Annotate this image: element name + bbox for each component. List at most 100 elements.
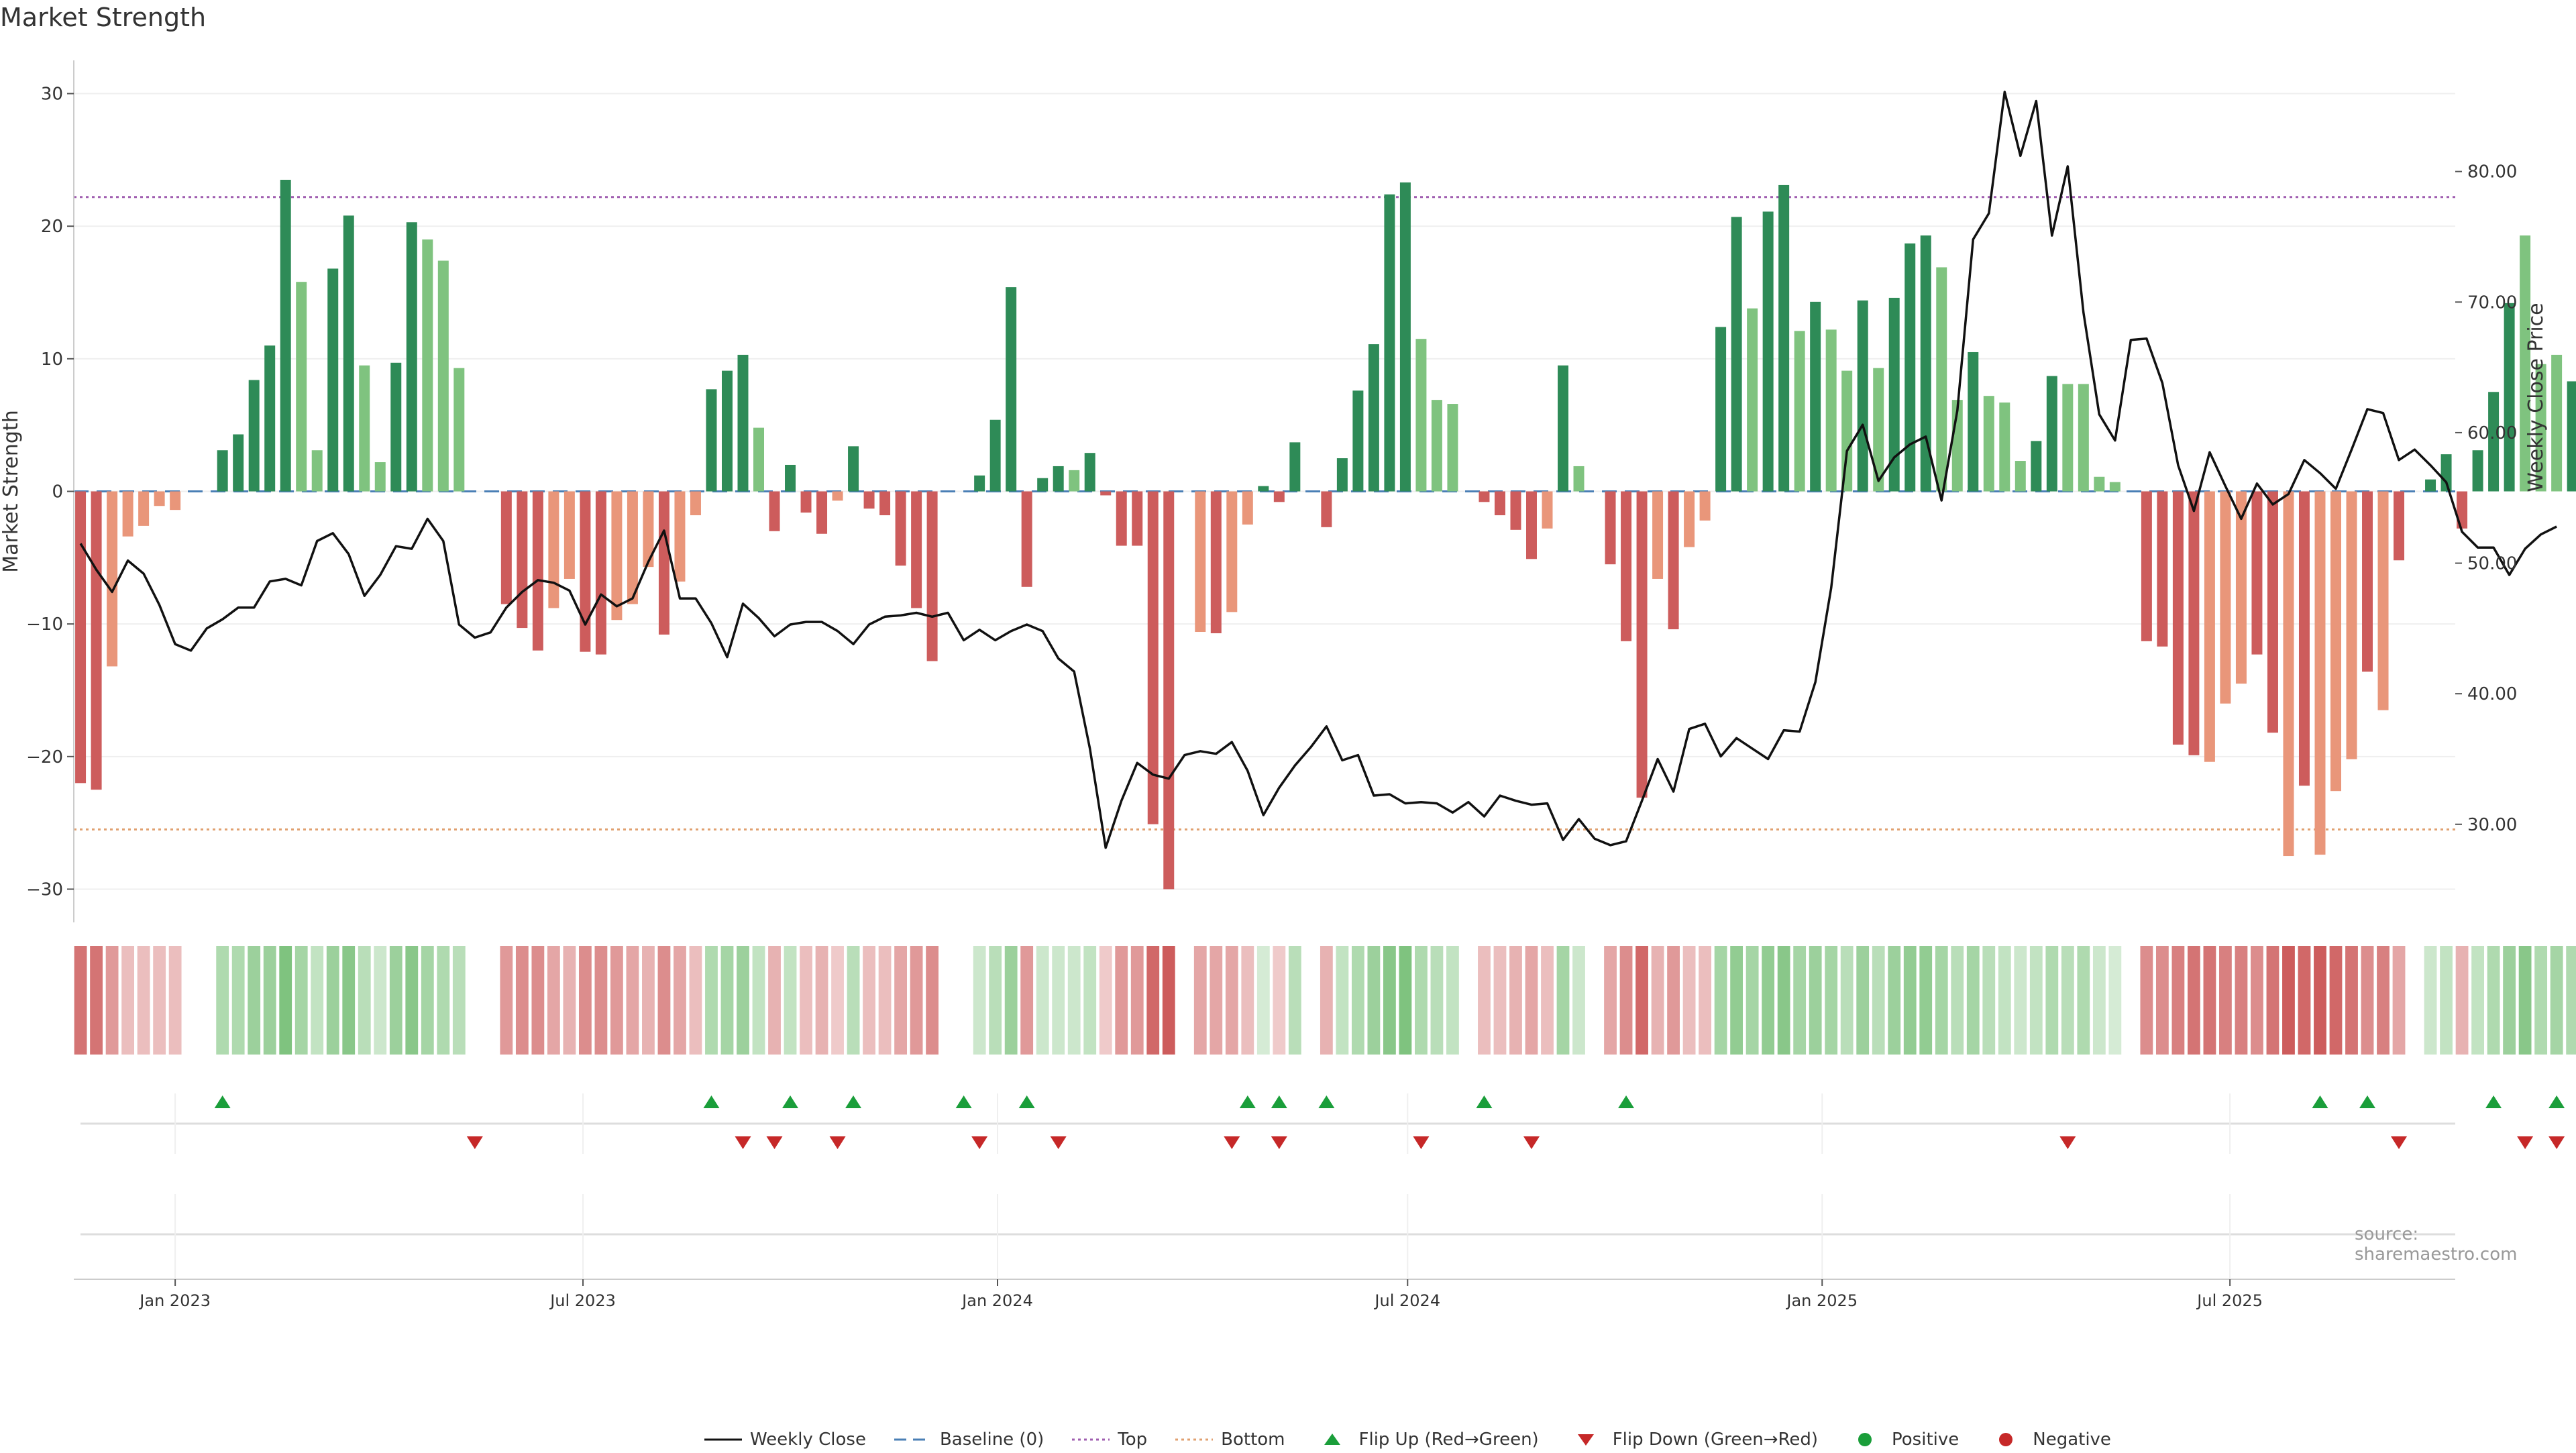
heat-cell [2203, 946, 2216, 1055]
heat-cell [358, 946, 371, 1055]
heat-cell [1288, 946, 1301, 1055]
x-tick-label: Jan 2023 [138, 1291, 211, 1310]
strength-bar [2346, 491, 2357, 759]
heat-cell [121, 946, 135, 1055]
heat-cell [1556, 946, 1570, 1055]
heat-cell [389, 946, 402, 1055]
heat-cell [2266, 946, 2279, 1055]
heat-cell [642, 946, 655, 1055]
strength-bar [1825, 329, 1837, 492]
legend-label: Flip Down (Green→Red) [1612, 1430, 1819, 1450]
strength-bar [974, 475, 985, 492]
strength-bar [2362, 491, 2373, 672]
strength-bar [1510, 491, 1521, 530]
strength-bar [2267, 491, 2278, 733]
heat-cell [610, 946, 623, 1055]
strength-bar [832, 491, 843, 501]
heat-cell [2140, 946, 2153, 1055]
strength-bar [122, 491, 133, 537]
strength-bar [1794, 331, 1805, 492]
heat-cell [2251, 946, 2263, 1055]
strength-bar [580, 491, 591, 652]
heat-cell [1067, 946, 1081, 1055]
heat-cell [1036, 946, 1049, 1055]
heat-cell [168, 946, 182, 1055]
flip-up-marker [1018, 1095, 1035, 1108]
heat-cell [342, 946, 356, 1055]
heat-cell [1099, 946, 1112, 1055]
right-tick-label: 80.00 [2467, 162, 2517, 182]
triangle-up-icon [1324, 1434, 1340, 1445]
heat-cell [1793, 946, 1807, 1055]
strength-bar [233, 434, 244, 492]
flip-up-marker [2312, 1095, 2328, 1108]
strength-bar [1352, 390, 1364, 492]
heat-cell [2345, 946, 2358, 1055]
legend-label: Top [1118, 1430, 1148, 1450]
heat-cell [294, 946, 308, 1055]
heat-cell [1336, 946, 1349, 1055]
heat-cell [2440, 946, 2453, 1055]
flip-up-marker [1271, 1095, 1287, 1108]
strength-bar [800, 491, 812, 513]
flip-down-marker [2391, 1136, 2408, 1149]
left-tick-label: −30 [26, 879, 63, 900]
strength-bar [737, 354, 749, 492]
heat-cell [2045, 946, 2059, 1055]
heat-cell [1935, 946, 1948, 1055]
strength-bar [2015, 461, 2026, 492]
dotted-line-icon [1072, 1438, 1110, 1441]
heat-cell [1998, 946, 2011, 1055]
heat-cell [2503, 946, 2516, 1055]
legend-label: Positive [1892, 1430, 1960, 1450]
heat-cell [231, 946, 245, 1055]
heat-cell [989, 946, 1002, 1055]
strength-bar [437, 260, 449, 492]
strength-bar [1888, 297, 1900, 492]
strength-bar [1699, 491, 1711, 521]
strength-bar [138, 491, 150, 526]
x-axis: Jan 2023 Jul 2023 Jan 2024 Jul 2024 Jan 2025… [74, 1279, 2455, 1310]
legend-item-top: Top [1072, 1430, 1147, 1450]
strength-bar [1132, 491, 1143, 546]
strength-bar [1920, 235, 1931, 492]
strength-bar [674, 491, 686, 582]
strength-bar [2188, 491, 2200, 755]
flip-up-marker [703, 1095, 720, 1108]
strength-bar [1525, 491, 1537, 559]
heat-cell [1635, 946, 1648, 1055]
strength-bar [453, 368, 465, 492]
strength-bar [2567, 381, 2576, 492]
strength-bar [2535, 364, 2546, 492]
heat-cell [1919, 946, 1933, 1055]
flip-up-marker [845, 1095, 862, 1108]
flip-up-marker [1618, 1095, 1635, 1108]
heat-cell [863, 946, 875, 1055]
strength-bar [989, 419, 1001, 492]
strength-bar [75, 491, 87, 784]
left-tick-label: 10 [41, 349, 63, 370]
legend-item-bottom: Bottom [1175, 1430, 1285, 1450]
flip-up-marker [955, 1095, 972, 1108]
heat-cell [2029, 946, 2043, 1055]
weekly-close-line [79, 91, 2557, 849]
strength-bar [2220, 491, 2231, 704]
strength-bar [2520, 235, 2531, 492]
strength-bar [1368, 344, 1379, 492]
heat-cell [815, 946, 828, 1055]
flip-markers [80, 1093, 2565, 1154]
strength-bar [2157, 491, 2168, 647]
strength-bar [1336, 458, 1348, 492]
strength-bar [2457, 491, 2468, 529]
flip-up-marker [1239, 1095, 1256, 1108]
heat-cell [1951, 946, 1964, 1055]
heat-cell [578, 946, 592, 1055]
heat-cell [973, 946, 986, 1055]
flip-down-marker [1413, 1136, 1430, 1149]
strength-bar [422, 239, 433, 492]
strength-bar [1778, 184, 1790, 492]
heat-cell [1225, 946, 1238, 1055]
chart-title: Market Strength [0, 3, 207, 32]
strength-bar [1968, 352, 1979, 492]
heat-cell [1604, 946, 1617, 1055]
